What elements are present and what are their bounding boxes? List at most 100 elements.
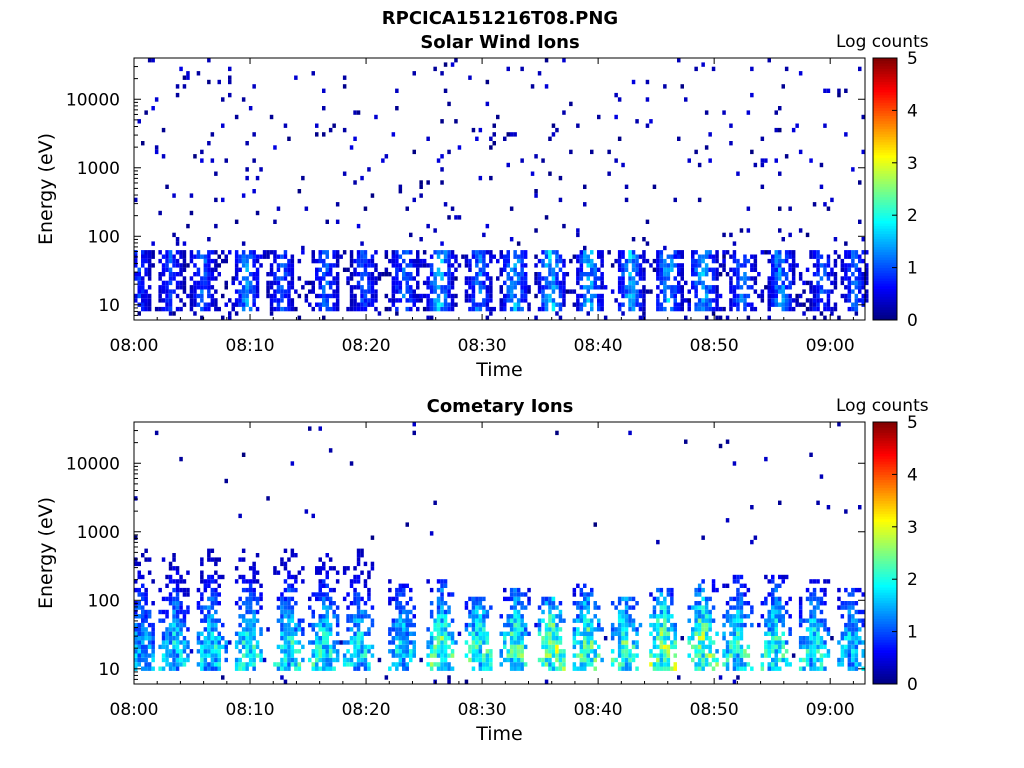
colorbar-segment	[873, 594, 897, 598]
colorbar-segment	[873, 178, 897, 182]
colorbar-segment	[873, 280, 897, 284]
colorbar-segment	[873, 314, 897, 318]
y-tick-label: 1000	[77, 523, 120, 543]
colorbar-segment	[873, 128, 897, 132]
colorbar-segment	[873, 84, 897, 88]
x-tick-label: 08:30	[458, 700, 507, 720]
colorbar-segment	[873, 181, 897, 185]
colorbar-segment	[873, 529, 897, 533]
colorbar-segment	[873, 162, 897, 166]
colorbar-segment	[873, 165, 897, 169]
colorbar-tick-label: 0	[907, 675, 918, 695]
colorbar-segment	[873, 676, 897, 680]
x-tick-label: 08:00	[110, 700, 159, 720]
colorbar-segment	[873, 487, 897, 491]
colorbar-segment	[873, 445, 897, 449]
colorbar-segment	[873, 555, 897, 559]
colorbar-segment	[873, 673, 897, 677]
colorbar-segment	[873, 579, 897, 583]
colorbar-segment	[873, 634, 897, 638]
colorbar-segment	[873, 571, 897, 575]
colorbar-segment	[873, 209, 897, 213]
x-tick-label: 08:00	[110, 336, 159, 356]
colorbar-segment	[873, 144, 897, 148]
colorbar-segment	[873, 602, 897, 606]
colorbar-segment	[873, 238, 897, 242]
colorbar-segment	[873, 199, 897, 203]
colorbar-frame	[872, 421, 898, 685]
colorbar-segment	[873, 644, 897, 648]
colorbar-segment	[873, 584, 897, 588]
colorbar-segment	[873, 154, 897, 158]
colorbar-segment	[873, 605, 897, 609]
colorbar-segment	[873, 516, 897, 520]
x-axis-label: Time	[475, 723, 523, 745]
colorbar-segment	[873, 225, 897, 229]
colorbar-segment	[873, 469, 897, 473]
colorbar-tick-label: 4	[907, 465, 918, 485]
colorbar-tick-label: 0	[907, 311, 918, 331]
colorbar-segment	[873, 81, 897, 85]
y-axis-label: Energy (eV)	[35, 497, 57, 609]
colorbar-segment	[873, 482, 897, 486]
colorbar-segment	[873, 560, 897, 564]
colorbar-segment	[873, 71, 897, 75]
colorbar-segment	[873, 534, 897, 538]
chart-2-frame	[133, 421, 866, 685]
colorbar-segment	[873, 636, 897, 640]
y-tick-label: 10000	[66, 454, 120, 474]
x-tick-label: 08:30	[458, 336, 507, 356]
colorbar-segment	[873, 233, 897, 237]
colorbar-segment	[873, 547, 897, 551]
colorbar-segment	[873, 246, 897, 250]
colorbar-segment	[873, 157, 897, 161]
x-tick-label: 08:50	[690, 700, 739, 720]
x-tick-label: 08:10	[226, 700, 275, 720]
colorbar-tick-label: 1	[907, 623, 918, 643]
colorbar-segment	[873, 518, 897, 522]
colorbar-segment	[873, 618, 897, 622]
colorbar-segment	[873, 97, 897, 101]
colorbar-segment	[873, 259, 897, 263]
colorbar-frame	[872, 57, 898, 321]
colorbar-segment	[873, 317, 897, 321]
colorbar-segment	[873, 76, 897, 80]
colorbar-segment	[873, 299, 897, 303]
colorbar-segment	[873, 568, 897, 572]
colorbar-segment	[873, 196, 897, 200]
colorbar-segment	[873, 558, 897, 562]
colorbar-segment	[873, 204, 897, 208]
colorbar-segment	[873, 639, 897, 643]
chart-2-colorbar: 0 1 2 3 4 5	[872, 413, 918, 695]
colorbar-segment	[873, 149, 897, 153]
colorbar-segment	[873, 175, 897, 179]
colorbar-segment	[873, 490, 897, 494]
figure-title: RPCICA151216T08.PNG	[381, 8, 619, 29]
x-tick-label: 08:50	[690, 336, 739, 356]
colorbar-segment	[873, 183, 897, 187]
colorbar-segment	[873, 262, 897, 266]
colorbar-segment	[873, 99, 897, 103]
x-tick-label: 09:00	[806, 700, 855, 720]
colorbar-segment	[873, 285, 897, 289]
colorbar-segment	[873, 147, 897, 151]
y-axis-label: Energy (eV)	[35, 133, 57, 245]
colorbar-segment	[873, 170, 897, 174]
colorbar-segment	[873, 68, 897, 72]
colorbar-segment	[873, 230, 897, 234]
colorbar-segment	[873, 278, 897, 282]
colorbar-segment	[873, 623, 897, 627]
colorbar-segment	[873, 301, 897, 305]
colorbar-segment	[873, 592, 897, 596]
colorbar-segment	[873, 136, 897, 140]
colorbar-segment	[873, 461, 897, 465]
colorbar-segment	[873, 503, 897, 507]
colorbar-tick-label: 3	[907, 154, 918, 174]
colorbar-segment	[873, 168, 897, 172]
colorbar-segment	[873, 615, 897, 619]
colorbar-segment	[873, 189, 897, 193]
colorbar-segment	[873, 608, 897, 612]
colorbar-segment	[873, 631, 897, 635]
colorbar-segment	[873, 312, 897, 316]
